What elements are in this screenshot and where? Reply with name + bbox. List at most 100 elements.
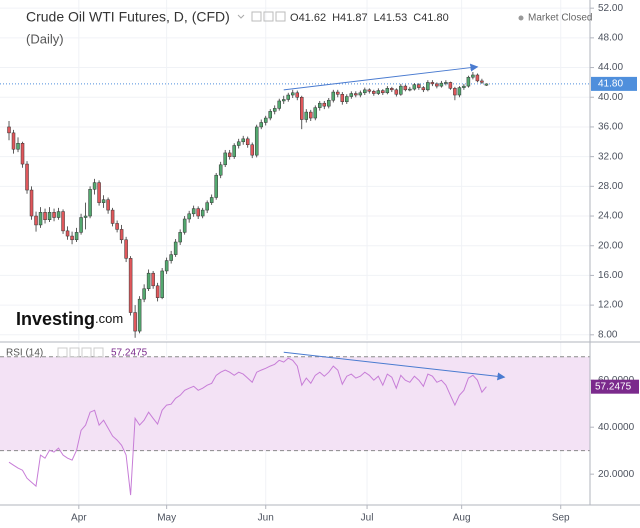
candle-body bbox=[52, 212, 56, 218]
icon bbox=[57, 347, 68, 358]
candle-body bbox=[155, 285, 160, 298]
candle-body bbox=[236, 141, 241, 146]
candle-body bbox=[263, 117, 268, 123]
candle-body bbox=[11, 132, 16, 150]
candle-body bbox=[259, 122, 263, 128]
candle-body bbox=[218, 164, 223, 176]
candle-body bbox=[290, 92, 295, 96]
candle-body bbox=[178, 232, 182, 243]
candle-body bbox=[227, 152, 232, 157]
candle-body bbox=[128, 258, 133, 313]
ohlc-prefix: O bbox=[290, 12, 299, 24]
chart-title: Crude Oil WTI Futures, D, (CFD) bbox=[26, 9, 230, 25]
candle-body bbox=[313, 107, 318, 119]
candle-body bbox=[480, 80, 484, 83]
candle-body bbox=[367, 89, 372, 92]
candle-body bbox=[484, 83, 489, 86]
candle-body bbox=[124, 239, 128, 259]
candle-body bbox=[390, 88, 394, 91]
icon bbox=[93, 347, 104, 358]
candle-body bbox=[466, 76, 471, 87]
candle-body bbox=[110, 209, 115, 224]
candle-body bbox=[97, 182, 101, 203]
candle-body bbox=[358, 92, 363, 96]
candle-body bbox=[56, 211, 61, 218]
candle-body bbox=[408, 88, 412, 91]
y-tick-label: 32.00 bbox=[598, 151, 623, 162]
candle-body bbox=[65, 230, 70, 237]
current-price-label: 41.80 bbox=[598, 79, 623, 90]
ohlc-values: O41.62 H41.87 L41.53 C41.80 bbox=[290, 12, 449, 24]
brand: Investing bbox=[16, 309, 95, 329]
candle-body bbox=[448, 82, 453, 89]
candle-body bbox=[137, 298, 142, 332]
x-tick-label: Aug bbox=[453, 513, 471, 524]
candle-body bbox=[88, 189, 92, 217]
candle-body bbox=[70, 235, 74, 241]
grid-layer bbox=[0, 0, 594, 509]
candle-body bbox=[187, 213, 191, 220]
rsi-y-tick-label: 20.0000 bbox=[598, 469, 635, 480]
candle-body bbox=[146, 272, 151, 290]
candle-body bbox=[74, 232, 79, 241]
ohlc-prefix: C bbox=[413, 12, 421, 24]
candle-body bbox=[381, 90, 385, 94]
candle-body bbox=[232, 145, 236, 157]
candle-body bbox=[268, 111, 272, 119]
y-tick-label: 36.00 bbox=[598, 122, 623, 133]
x-tick-label: Jun bbox=[258, 513, 274, 524]
icon bbox=[275, 11, 286, 22]
candle-body bbox=[133, 312, 137, 332]
candle-body bbox=[182, 218, 187, 233]
rsi-trend-line bbox=[283, 351, 506, 381]
ohlc-value: 41.53 bbox=[380, 12, 408, 24]
candle-body bbox=[457, 87, 462, 96]
candle-body bbox=[300, 96, 304, 120]
candle-body bbox=[363, 89, 367, 94]
candle-body bbox=[372, 91, 376, 94]
candle-body bbox=[250, 144, 254, 156]
candle-body bbox=[151, 272, 155, 287]
candle-body bbox=[191, 208, 196, 215]
candle-body bbox=[430, 82, 435, 85]
candle-body bbox=[160, 270, 164, 298]
candle-body bbox=[25, 163, 29, 191]
status-dot bbox=[518, 15, 524, 21]
icon bbox=[263, 11, 274, 22]
candle-body bbox=[119, 229, 124, 241]
current-price-box bbox=[591, 76, 637, 91]
candle-body bbox=[462, 85, 466, 88]
y-tick-label: 16.00 bbox=[598, 270, 623, 281]
candle-body bbox=[453, 88, 457, 96]
candle-body bbox=[354, 93, 358, 96]
rsi-y-tick-label: 40.0000 bbox=[598, 422, 635, 433]
candle-body bbox=[439, 82, 444, 87]
candle-body bbox=[399, 85, 403, 95]
candle-body bbox=[349, 93, 354, 97]
y-tick-label: 24.00 bbox=[598, 211, 623, 222]
candle-body bbox=[38, 212, 43, 226]
candle-body bbox=[394, 89, 399, 95]
candle-body bbox=[345, 96, 349, 102]
candle-body bbox=[92, 182, 97, 190]
candle-body bbox=[421, 87, 426, 91]
candle-body bbox=[29, 189, 34, 217]
ohlc-header: O41.62 H41.87 L41.53 C41.80 bbox=[290, 12, 449, 24]
y-tick-label: 28.00 bbox=[598, 181, 623, 192]
icon bbox=[81, 347, 92, 358]
icon bbox=[69, 347, 80, 358]
y-tick-label: 8.00 bbox=[598, 329, 618, 340]
candle-body bbox=[272, 108, 277, 112]
candle-body bbox=[20, 143, 25, 165]
candle-body bbox=[322, 102, 327, 107]
rsi-value-box bbox=[591, 379, 639, 394]
brand-suffix: .com bbox=[95, 311, 123, 326]
candle-body bbox=[471, 74, 475, 78]
candle-body bbox=[331, 91, 336, 101]
candle-body bbox=[205, 202, 209, 211]
y-tick-label: 44.00 bbox=[598, 62, 623, 73]
candle-body bbox=[16, 143, 20, 150]
candle-body bbox=[115, 223, 119, 230]
